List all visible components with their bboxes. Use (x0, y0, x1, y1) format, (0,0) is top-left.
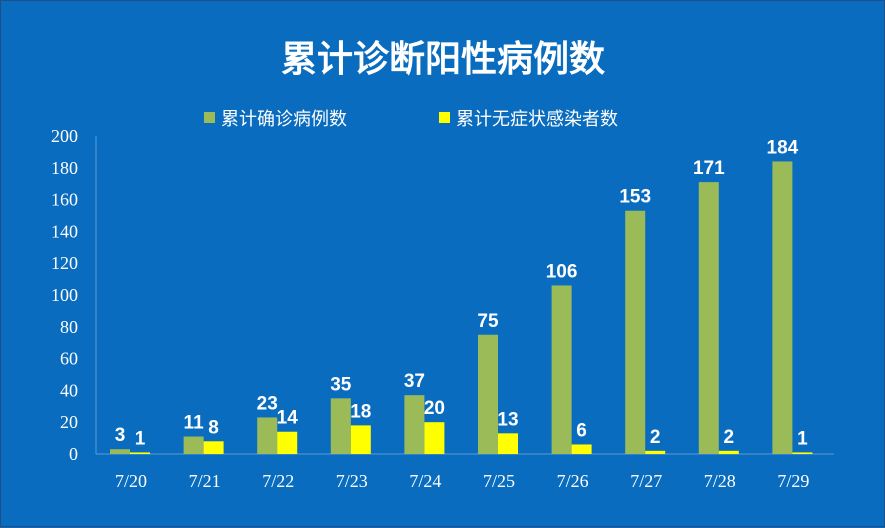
y-tick-label: 180 (51, 158, 78, 178)
data-label-confirmed: 23 (257, 393, 278, 414)
x-tick-label: 7/26 (557, 471, 589, 491)
x-tick-label: 7/21 (189, 471, 221, 491)
y-tick-label: 140 (51, 221, 78, 241)
bar-confirmed (404, 395, 425, 454)
data-label-asymptomatic: 18 (350, 401, 371, 422)
bar-asymptomatic (645, 450, 666, 454)
bar-confirmed (330, 398, 351, 454)
bar-asymptomatic (718, 450, 739, 454)
bar-asymptomatic (792, 452, 813, 454)
y-tick-label: 160 (51, 190, 78, 210)
bar-confirmed (625, 210, 646, 454)
bar-asymptomatic (350, 425, 371, 454)
data-label-asymptomatic: 1 (797, 428, 808, 449)
x-tick-label: 7/23 (336, 471, 368, 491)
legend-label-confirmed: 累计确诊病例数 (221, 109, 347, 130)
x-tick-label: 7/20 (115, 471, 147, 491)
legend-swatch-confirmed (204, 112, 215, 123)
data-label-confirmed: 11 (184, 413, 205, 434)
data-label-asymptomatic: 14 (277, 408, 299, 429)
x-tick-label: 7/27 (630, 471, 662, 491)
bar-asymptomatic (130, 452, 150, 454)
data-label-confirmed: 106 (546, 261, 578, 282)
x-tick-label: 7/29 (777, 471, 809, 491)
x-tick-label: 7/22 (262, 471, 294, 491)
y-tick-label: 20 (60, 412, 78, 432)
data-label-confirmed: 75 (477, 311, 499, 332)
data-label-asymptomatic: 20 (424, 398, 445, 419)
y-tick-label: 100 (51, 285, 78, 305)
data-label-confirmed: 184 (767, 137, 799, 158)
x-tick-label: 7/25 (483, 471, 515, 491)
data-label-confirmed: 3 (115, 425, 126, 446)
y-tick-label: 40 (60, 380, 78, 400)
data-label-asymptomatic: 6 (576, 420, 587, 441)
chart-title: 累计诊断阳性病例数 (281, 39, 605, 80)
bar-confirmed (772, 161, 793, 454)
bar-asymptomatic (571, 444, 592, 454)
bar-confirmed (551, 285, 572, 454)
y-tick-label: 60 (60, 349, 78, 369)
data-label-asymptomatic: 1 (135, 428, 146, 449)
legend-swatch-asymptomatic (439, 112, 450, 123)
y-tick-label: 0 (69, 444, 78, 464)
bar-asymptomatic (203, 441, 224, 454)
bar-confirmed (478, 334, 498, 454)
legend-label-asymptomatic: 累计无症状感染者数 (456, 109, 618, 130)
data-label-asymptomatic: 8 (208, 417, 219, 438)
y-tick-label: 80 (60, 317, 78, 337)
bar-confirmed (257, 417, 278, 454)
bar-confirmed (698, 182, 719, 455)
data-label-confirmed: 35 (330, 374, 352, 395)
x-tick-label: 7/28 (704, 471, 736, 491)
bar-asymptomatic (277, 431, 298, 454)
data-label-confirmed: 153 (619, 187, 651, 208)
y-tick-label: 200 (51, 126, 78, 146)
y-tick-label: 120 (51, 253, 78, 273)
data-label-asymptomatic: 2 (650, 427, 661, 448)
data-label-confirmed: 37 (404, 371, 425, 392)
x-tick-label: 7/24 (409, 471, 441, 491)
legend: 累计确诊病例数 累计无症状感染者数 (204, 109, 618, 130)
bar-asymptomatic (498, 433, 518, 454)
bar-confirmed (183, 436, 204, 454)
data-label-asymptomatic: 13 (497, 409, 518, 430)
bar-asymptomatic (424, 422, 445, 454)
data-label-asymptomatic: 2 (724, 427, 735, 448)
bar-confirmed (110, 449, 130, 454)
data-label-confirmed: 171 (693, 158, 725, 179)
